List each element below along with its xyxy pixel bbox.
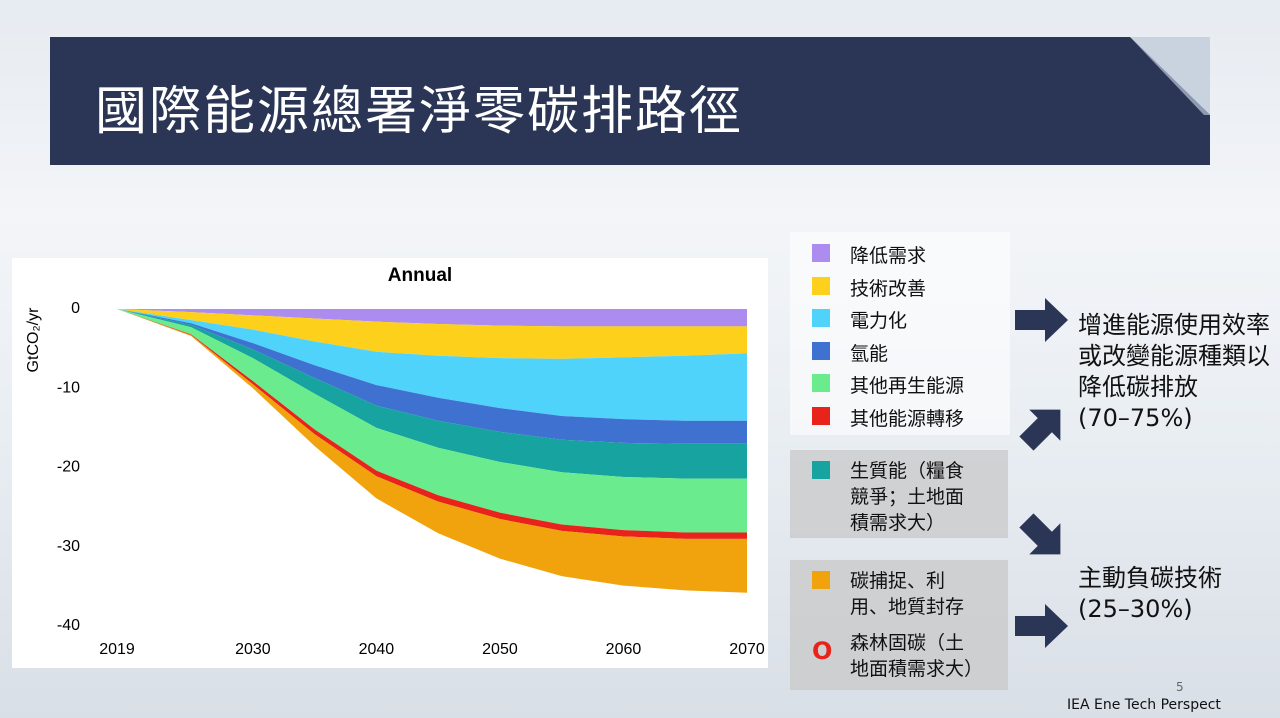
area [117, 309, 747, 359]
note-share: (70–75%) [1078, 404, 1193, 432]
note-share: (25–30%) [1078, 595, 1193, 623]
legend-panel: 降低需求技術改善電力化氫能其他再生能源 其他能源轉移 [790, 232, 1010, 435]
legend-swatch [812, 374, 830, 392]
legend-swatch [812, 276, 830, 295]
legend-item: 碳捕捉、利用、地質封存 [812, 568, 982, 620]
note: 主動負碳技術 (25–30%) [1078, 563, 1270, 625]
note-text: 主動負碳技術 [1078, 564, 1222, 592]
x-tick-label: 2040 [359, 641, 395, 658]
legend-swatch [812, 406, 830, 425]
legend-item: 技術改善 [812, 274, 1000, 301]
legend-swatch [812, 341, 830, 360]
legend-panel: 生質能（糧食競爭；土地面積需求大） [790, 450, 1008, 538]
area [117, 309, 747, 593]
y-tick-label: -10 [57, 379, 80, 396]
y-tick-label: -20 [57, 459, 80, 476]
x-tick-label: 2030 [235, 641, 271, 658]
arrows [1015, 298, 1068, 648]
x-tick-label: 2050 [482, 641, 518, 658]
legend-item: 其他能源轉移 [812, 404, 1000, 431]
legend-label: 森林固碳（土地面積需求大） [850, 632, 984, 680]
legend-label: 碳捕捉、利用、地質封存 [850, 570, 965, 618]
y-tick-label: -30 [57, 538, 80, 555]
legend-swatch [812, 461, 830, 479]
x-tick-label: 2019 [99, 641, 135, 658]
source: IEA Ene Tech Perspect [1067, 697, 1221, 713]
legend-item: 氫能 [812, 339, 1000, 366]
legend-label: 電力化 [850, 310, 908, 332]
area [117, 309, 747, 444]
legend-label: 生質能（糧食競爭；土地面積需求大） [850, 460, 965, 534]
legend-swatch [812, 309, 830, 327]
note-text: 增進能源使用效率或改變能源種類以降低碳排放 [1078, 311, 1270, 401]
page-number: 5 [1176, 680, 1184, 694]
note: 增進能源使用效率或改變能源種類以降低碳排放 (70–75%) [1078, 310, 1270, 434]
legend-item: 降低需求 [812, 241, 1000, 268]
legend-label: 其他再生能源 [850, 375, 965, 397]
legend-marker: O [812, 637, 833, 665]
area [117, 309, 747, 533]
chart: Annual GtCO₂/yr 0 -10 -20 -30 -40 2019 2030 204… [12, 258, 768, 668]
corner-fold [1130, 37, 1210, 115]
title-bar: 國際能源總署淨零碳排路徑 [50, 37, 1210, 165]
area [117, 309, 747, 327]
area [117, 309, 747, 479]
chart-title: Annual [388, 265, 452, 286]
legend-label: 降低需求 [850, 245, 927, 267]
legend-swatch [812, 244, 830, 262]
area [117, 309, 747, 421]
y-tick-label: 0 [71, 300, 80, 317]
x-tick-label: 2060 [606, 641, 642, 658]
y-axis-label: GtCO₂/yr [25, 307, 42, 373]
slide-title: 國際能源總署淨零碳排路徑 [95, 82, 744, 142]
legend-label: 技術改善 [850, 277, 927, 300]
legend-panel: 碳捕捉、利用、地質封存 O 森林固碳（土地面積需求大） [790, 560, 1008, 690]
x-tick-label: 2070 [729, 641, 765, 658]
legend-item: O 森林固碳（土地面積需求大） [812, 630, 984, 682]
area [117, 309, 747, 539]
legend-item: 生質能（糧食競爭；土地面積需求大） [812, 458, 982, 536]
legend-label: 氫能 [850, 342, 889, 365]
legend-swatch [812, 571, 830, 589]
legend-label: 其他能源轉移 [850, 407, 965, 430]
legend-item: 其他再生能源 [812, 371, 1000, 398]
legend-item: 電力化 [812, 306, 1000, 333]
y-tick-label: -40 [57, 617, 80, 634]
